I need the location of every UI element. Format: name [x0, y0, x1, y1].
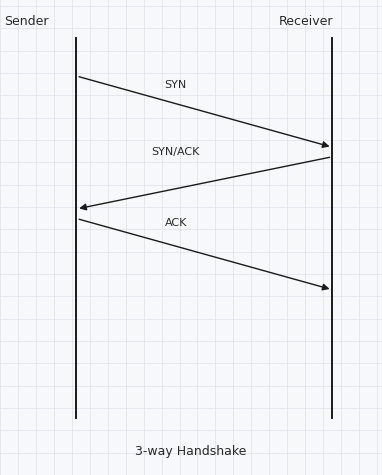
- Text: SYN/ACK: SYN/ACK: [152, 147, 200, 157]
- Text: ACK: ACK: [165, 218, 187, 228]
- Text: Receiver: Receiver: [279, 15, 333, 28]
- Text: Sender: Sender: [4, 15, 48, 28]
- Text: 3-way Handshake: 3-way Handshake: [135, 445, 247, 458]
- Text: SYN: SYN: [165, 80, 187, 90]
